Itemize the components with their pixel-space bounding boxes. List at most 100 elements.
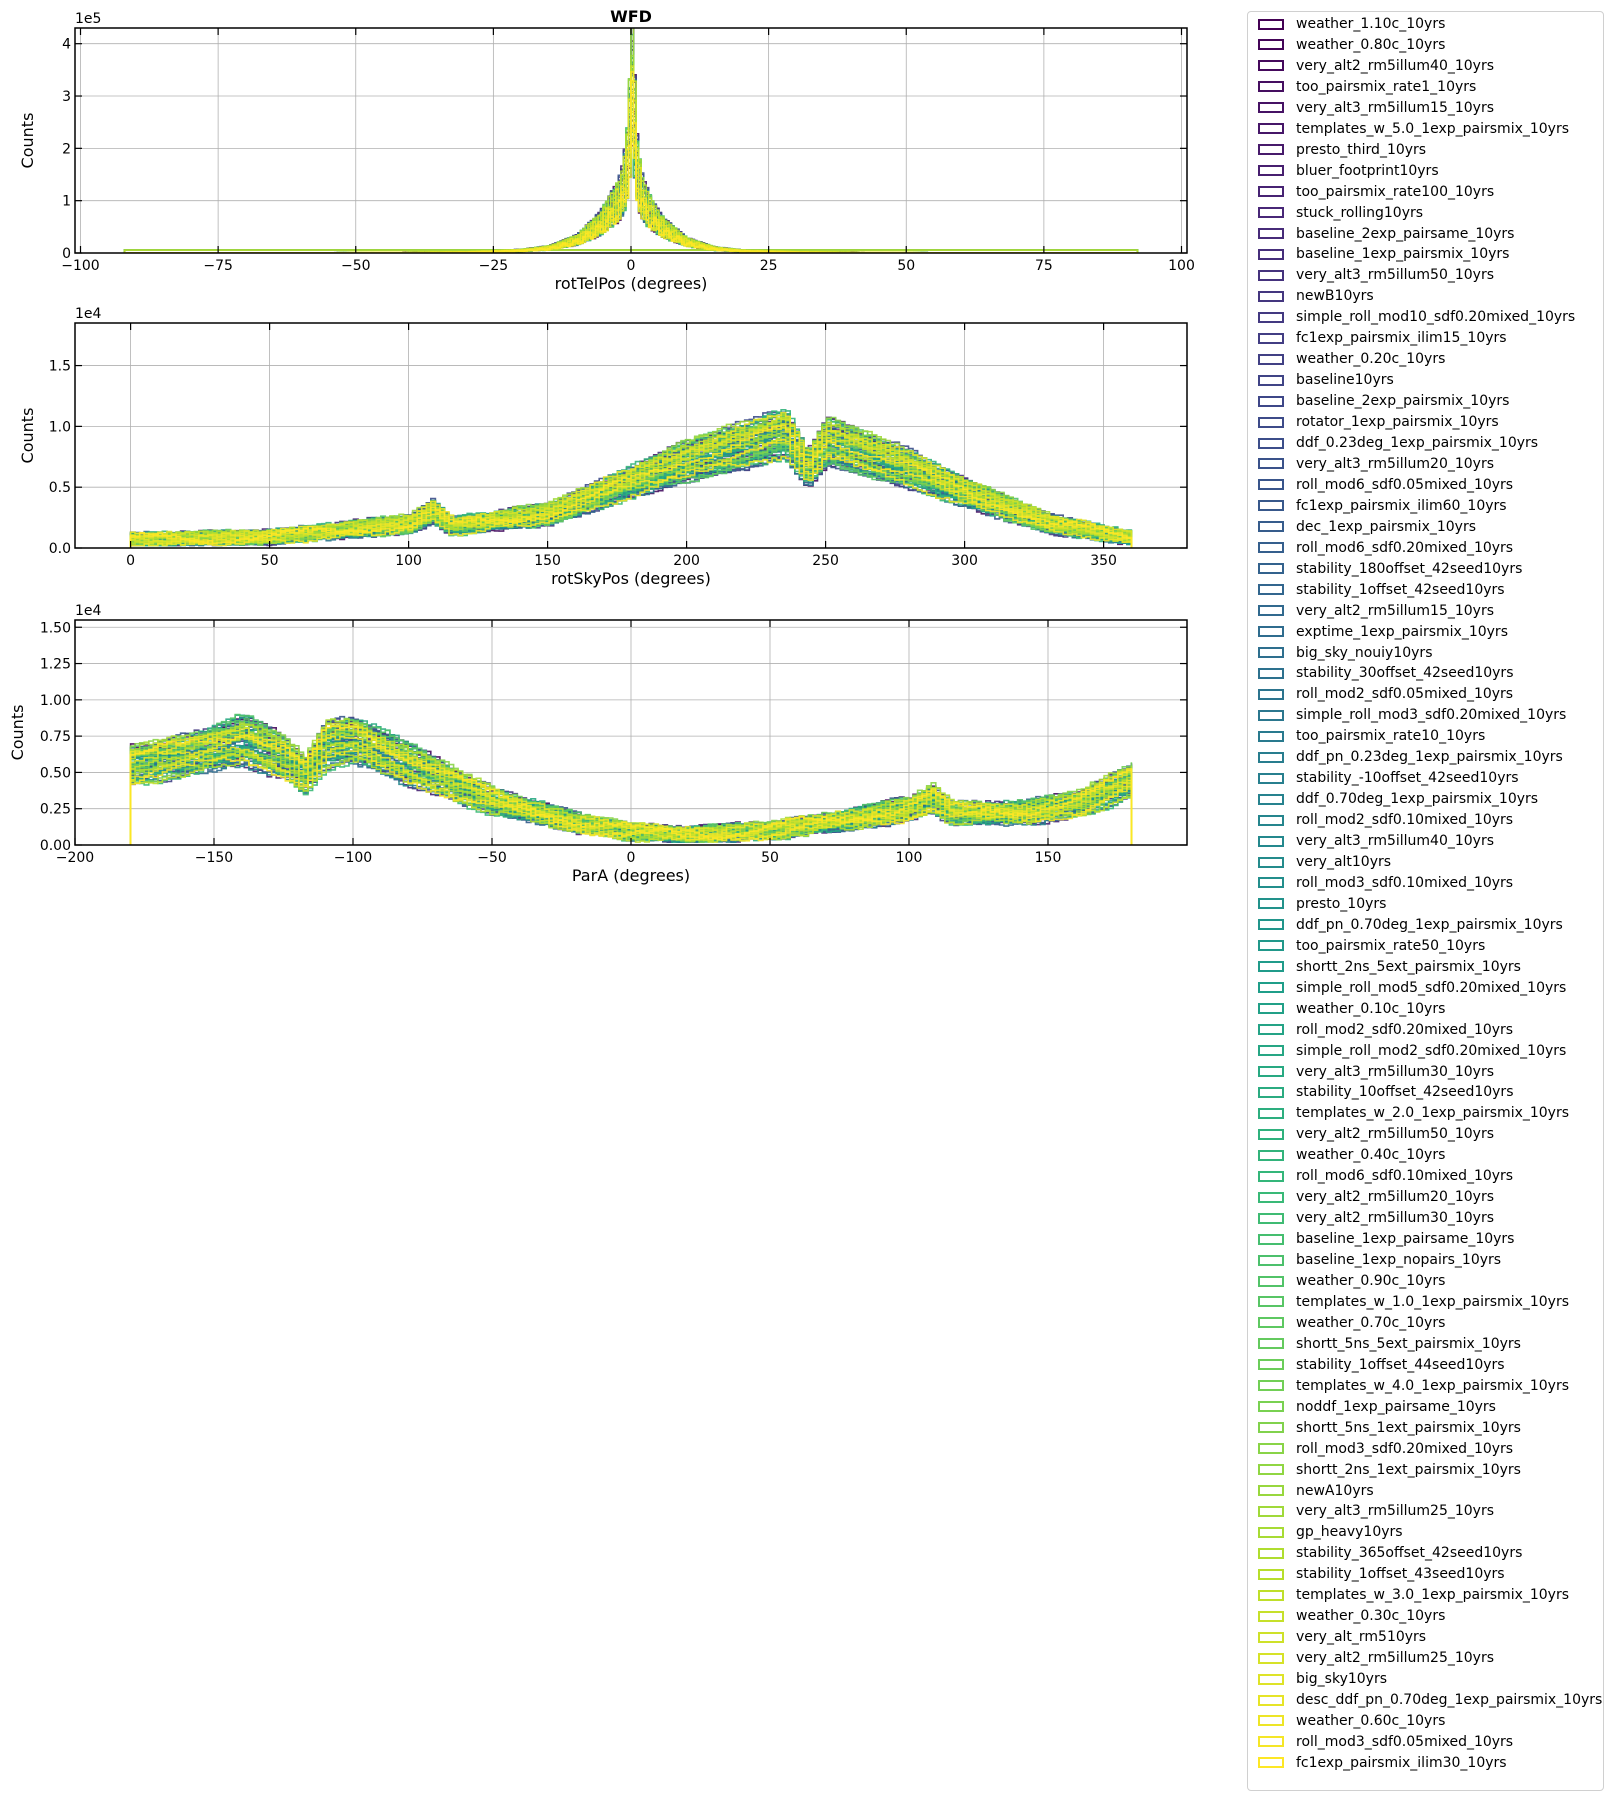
legend-swatch-icon bbox=[1258, 1568, 1284, 1580]
x-tick-label: 0 bbox=[627, 258, 636, 274]
legend-label: very_alt3_rm5illum20_10yrs bbox=[1296, 455, 1495, 472]
legend-swatch-icon bbox=[1258, 207, 1284, 219]
legend-item: templates_w_3.0_1exp_pairsmix_10yrs bbox=[1252, 1585, 1569, 1605]
legend-label: templates_w_1.0_1exp_pairsmix_10yrs bbox=[1296, 1293, 1570, 1310]
legend-label: baseline_2exp_pairsmix_10yrs bbox=[1296, 393, 1510, 410]
legend-item: big_sky_nouiy10yrs bbox=[1252, 643, 1433, 663]
legend-label: shortt_5ns_1ext_pairsmix_10yrs bbox=[1296, 1419, 1521, 1436]
legend-label: ddf_0.70deg_1exp_pairsmix_10yrs bbox=[1296, 791, 1539, 808]
x-tick-label: −50 bbox=[477, 850, 507, 866]
legend-item: roll_mod6_sdf0.20mixed_10yrs bbox=[1252, 538, 1513, 558]
legend-item: stability_180offset_42seed10yrs bbox=[1252, 559, 1522, 579]
legend-item: templates_w_2.0_1exp_pairsmix_10yrs bbox=[1252, 1103, 1569, 1123]
legend-item: weather_0.90c_10yrs bbox=[1252, 1271, 1445, 1291]
legend-item: roll_mod6_sdf0.10mixed_10yrs bbox=[1252, 1166, 1513, 1186]
legend-item: very_alt3_rm5illum50_10yrs bbox=[1252, 265, 1494, 285]
legend-swatch-icon bbox=[1258, 1296, 1284, 1308]
legend-item: stability_365offset_42seed10yrs bbox=[1252, 1543, 1522, 1563]
legend-swatch-icon bbox=[1258, 332, 1284, 344]
legend-label: very_alt2_rm5illum15_10yrs bbox=[1296, 602, 1495, 619]
legend-item: bluer_footprint10yrs bbox=[1252, 161, 1439, 181]
legend-item: baseline10yrs bbox=[1252, 370, 1394, 390]
legend-swatch-icon bbox=[1258, 186, 1284, 198]
legend-label: very_alt2_rm5illum40_10yrs bbox=[1296, 57, 1495, 74]
legend-swatch-icon bbox=[1258, 1359, 1284, 1371]
y-tick-label: 1.0 bbox=[49, 419, 71, 435]
x-axis-label: rotSkyPos (degrees) bbox=[551, 569, 711, 588]
legend-item: weather_0.20c_10yrs bbox=[1252, 349, 1445, 369]
legend-swatch-icon bbox=[1258, 1443, 1284, 1455]
legend-label: roll_mod6_sdf0.05mixed_10yrs bbox=[1296, 476, 1514, 493]
legend-swatch-icon bbox=[1258, 814, 1284, 826]
legend-item: baseline_1exp_pairsame_10yrs bbox=[1252, 1229, 1514, 1249]
legend-swatch-icon bbox=[1258, 165, 1284, 177]
legend-item: stability_1offset_44seed10yrs bbox=[1252, 1355, 1505, 1375]
legend-swatch-icon bbox=[1258, 39, 1284, 51]
legend-label: rotator_1exp_pairsmix_10yrs bbox=[1296, 414, 1499, 431]
legend-swatch-icon bbox=[1258, 709, 1284, 721]
y-axis-label: Counts bbox=[8, 705, 27, 761]
legend-swatch-icon bbox=[1258, 751, 1284, 763]
legend-item: roll_mod3_sdf0.10mixed_10yrs bbox=[1252, 873, 1513, 893]
legend-label: baseline_1exp_pairsame_10yrs bbox=[1296, 1231, 1515, 1248]
legend-item: dec_1exp_pairsmix_10yrs bbox=[1252, 517, 1476, 537]
legend-label: very_alt3_rm5illum40_10yrs bbox=[1296, 833, 1495, 850]
x-tick-label: 0 bbox=[126, 553, 135, 569]
legend-label: very_alt10yrs bbox=[1296, 854, 1392, 870]
legend-label: fc1exp_pairsmix_ilim15_10yrs bbox=[1296, 330, 1507, 347]
y-tick-label: 0.0 bbox=[49, 541, 71, 557]
legend-swatch-icon bbox=[1258, 647, 1284, 658]
x-tick-label: 50 bbox=[897, 258, 915, 274]
legend-swatch-icon bbox=[1258, 1715, 1284, 1727]
legend-item: shortt_5ns_5ext_pairsmix_10yrs bbox=[1252, 1334, 1521, 1354]
legend-label: weather_0.20c_10yrs bbox=[1296, 351, 1446, 368]
x-tick-label: 100 bbox=[1168, 258, 1195, 274]
y-tick-label: 1.50 bbox=[40, 620, 71, 636]
x-tick-label: −200 bbox=[56, 850, 94, 866]
legend-swatch-icon bbox=[1258, 269, 1284, 281]
x-tick-label: 0 bbox=[627, 850, 636, 866]
legend-label: very_alt3_rm5illum30_10yrs bbox=[1296, 1063, 1495, 1080]
legend-item: ddf_pn_0.23deg_1exp_pairsmix_10yrs bbox=[1252, 747, 1563, 767]
legend-label: bluer_footprint10yrs bbox=[1296, 162, 1439, 179]
legend-swatch-icon bbox=[1258, 1233, 1284, 1245]
legend-swatch-icon bbox=[1258, 81, 1284, 93]
legend-label: ddf_pn_0.70deg_1exp_pairsmix_10yrs bbox=[1296, 916, 1563, 933]
x-tick-label: 250 bbox=[812, 553, 839, 569]
legend-swatch-icon bbox=[1258, 898, 1284, 910]
x-tick-label: 150 bbox=[1035, 850, 1062, 866]
y-tick-label: 3 bbox=[62, 89, 71, 105]
legend-item: weather_0.60c_10yrs bbox=[1252, 1711, 1445, 1731]
x-tick-label: 75 bbox=[1035, 258, 1053, 274]
legend-swatch-icon bbox=[1258, 1024, 1284, 1036]
legend-swatch-icon bbox=[1258, 1003, 1284, 1015]
legend-item: stability_30offset_42seed10yrs bbox=[1252, 663, 1514, 683]
legend-item: weather_0.30c_10yrs bbox=[1252, 1606, 1445, 1626]
x-tick-label: −100 bbox=[61, 258, 99, 274]
legend-label: roll_mod2_sdf0.05mixed_10yrs bbox=[1296, 686, 1514, 703]
legend-label: weather_0.40c_10yrs bbox=[1296, 1147, 1446, 1164]
legend-item: very_alt2_rm5illum30_10yrs bbox=[1252, 1208, 1494, 1228]
legend-label: templates_w_3.0_1exp_pairsmix_10yrs bbox=[1296, 1587, 1570, 1604]
legend-label: very_alt3_rm5illum50_10yrs bbox=[1296, 267, 1495, 284]
x-tick-label: 350 bbox=[1090, 553, 1117, 569]
panel-2: 0 50 100 150 200 250 300 350 0.0 0.5 1.0 1.5 1e4 rotS… bbox=[18, 306, 1188, 588]
series-line bbox=[129, 725, 1133, 845]
legend-label: very_alt2_rm5illum30_10yrs bbox=[1296, 1210, 1495, 1227]
legend-swatch-icon bbox=[1258, 961, 1284, 973]
x-tick-label: −75 bbox=[203, 258, 233, 274]
legend-item: fc1exp_pairsmix_ilim15_10yrs bbox=[1252, 328, 1507, 348]
legend-item: simple_roll_mod2_sdf0.20mixed_10yrs bbox=[1252, 1041, 1566, 1061]
legend-label: roll_mod6_sdf0.20mixed_10yrs bbox=[1296, 539, 1514, 556]
x-tick-label: 50 bbox=[761, 850, 779, 866]
legend-item: weather_0.80c_10yrs bbox=[1252, 35, 1445, 55]
legend-label: very_alt3_rm5illum25_10yrs bbox=[1296, 1503, 1495, 1520]
legend-swatch-icon bbox=[1258, 1485, 1284, 1496]
legend-swatch-icon bbox=[1258, 542, 1284, 554]
legend-label: stability_1offset_43seed10yrs bbox=[1296, 1566, 1505, 1583]
legend-swatch-icon bbox=[1258, 521, 1284, 533]
legend-swatch-icon bbox=[1258, 856, 1284, 868]
legend-item: simple_roll_mod3_sdf0.20mixed_10yrs bbox=[1252, 705, 1566, 725]
